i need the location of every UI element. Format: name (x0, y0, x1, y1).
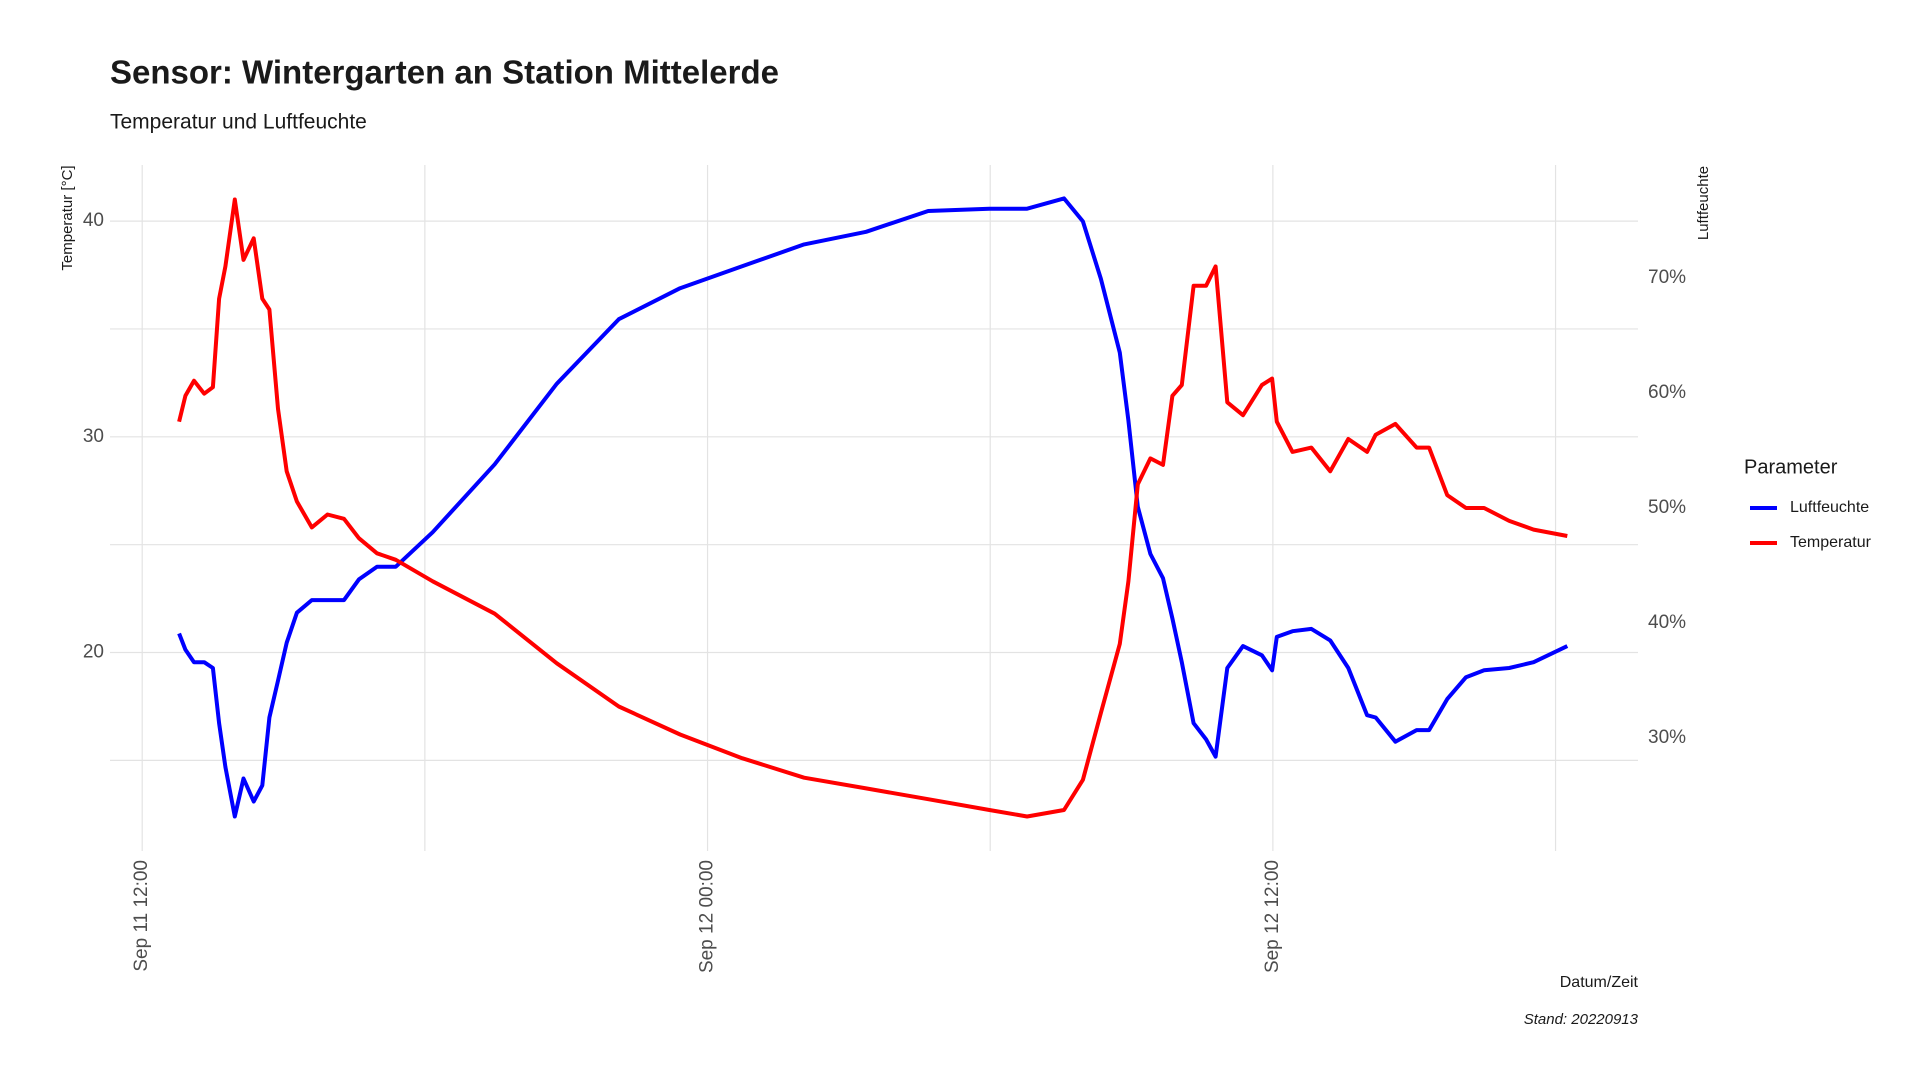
y-axis-title: Temperatur [°C] (59, 165, 76, 270)
y2-tick-label: 50% (1648, 497, 1686, 518)
y2-tick-label: 40% (1648, 612, 1686, 633)
legend-label: Temperatur (1790, 534, 1872, 551)
x-tick-label: Sep 12 12:00 (1262, 860, 1283, 973)
y-tick-label: 20 (83, 642, 104, 663)
y2-axis-title: Luftfeuchte (1695, 166, 1712, 240)
caption: Stand: 20220913 (1524, 1011, 1639, 1028)
x-tick-label: Sep 11 12:00 (131, 860, 152, 972)
y-tick-label: 30 (83, 426, 104, 447)
y2-tick-label: 30% (1648, 727, 1686, 748)
x-axis-title: Datum/Zeit (1560, 974, 1639, 991)
legend-title: Parameter (1744, 456, 1838, 478)
data-line (177, 196, 1569, 819)
chart-subtitle: Temperatur und Luftfeuchte (110, 111, 367, 134)
y2-tick-label: 70% (1648, 267, 1686, 288)
legend-label: Luftfeuchte (1790, 499, 1869, 516)
y-tick-label: 40 (83, 210, 104, 231)
x-tick-label: Sep 12 00:00 (697, 860, 718, 973)
chart-title: Sensor: Wintergarten an Station Mitteler… (110, 54, 779, 91)
y2-tick-label: 60% (1648, 382, 1686, 403)
data-line (177, 197, 1568, 819)
